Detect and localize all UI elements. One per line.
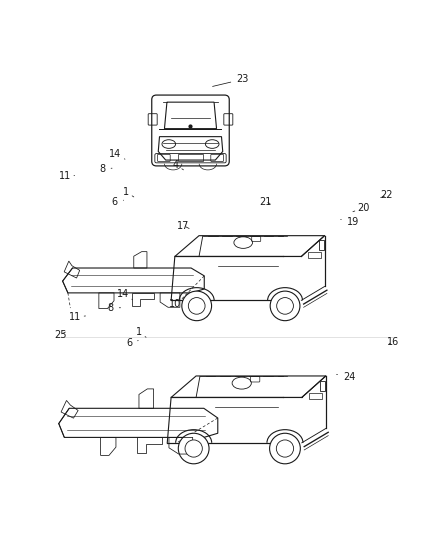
Text: 20: 20 <box>352 203 369 213</box>
Text: 4: 4 <box>173 160 183 170</box>
Text: 6: 6 <box>111 197 124 207</box>
Text: 10: 10 <box>168 300 184 310</box>
Text: 21: 21 <box>258 197 271 207</box>
Text: 16: 16 <box>386 337 398 347</box>
Circle shape <box>269 433 300 464</box>
Text: 1: 1 <box>123 187 134 197</box>
Text: 1: 1 <box>136 327 146 337</box>
Circle shape <box>178 433 208 464</box>
Circle shape <box>269 291 299 321</box>
Text: 6: 6 <box>126 338 138 348</box>
Text: 14: 14 <box>117 289 132 300</box>
Text: 8: 8 <box>99 164 112 174</box>
Circle shape <box>184 440 202 457</box>
Text: 22: 22 <box>380 190 392 200</box>
Text: 17: 17 <box>177 221 189 231</box>
Text: 3: 3 <box>186 303 196 313</box>
Text: 24: 24 <box>336 372 354 382</box>
Text: 23: 23 <box>212 75 248 86</box>
Circle shape <box>181 291 211 321</box>
Text: 14: 14 <box>109 149 125 159</box>
Text: 11: 11 <box>69 312 85 322</box>
Text: 8: 8 <box>107 303 120 313</box>
Circle shape <box>276 297 293 314</box>
Text: 11: 11 <box>59 172 74 181</box>
Text: 4: 4 <box>198 307 207 317</box>
Text: 19: 19 <box>340 216 358 227</box>
Circle shape <box>188 297 205 314</box>
Circle shape <box>276 440 293 457</box>
Text: 25: 25 <box>54 330 67 340</box>
